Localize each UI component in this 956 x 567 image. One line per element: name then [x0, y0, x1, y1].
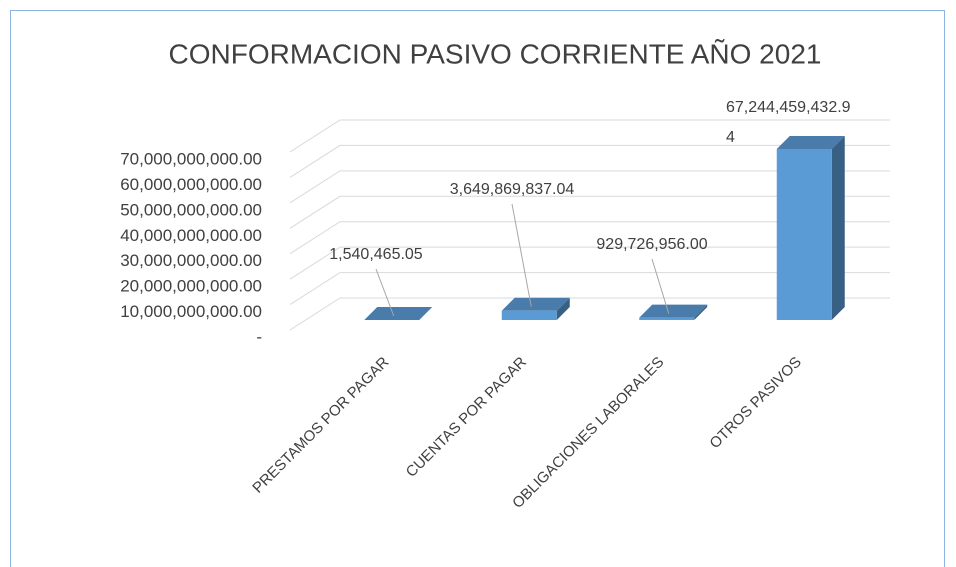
bar: [501, 297, 570, 320]
x-tick-label: OBLIGACIONES LABORALES: [509, 354, 667, 512]
bar-side: [831, 136, 845, 320]
grid-line: [289, 170, 890, 204]
chart-border: [10, 10, 945, 567]
grid-line: [289, 221, 890, 255]
grid-line: [289, 119, 890, 153]
bar-top: [639, 304, 708, 318]
data-label: 67,244,459,432.94: [726, 99, 851, 146]
bar-side: [694, 304, 708, 320]
x-tick-label: PRESTAMOS POR PAGAR: [249, 353, 392, 496]
leader-line: [375, 268, 395, 317]
x-tick-label: CUENTAS POR PAGAR: [403, 354, 530, 481]
data-label: 929,726,956.00: [596, 236, 708, 253]
data-label: 1,540,465.05: [329, 246, 423, 263]
y-tick-label: 20,000,000,000.00: [120, 277, 262, 296]
y-tick-label: 70,000,000,000.00: [120, 149, 262, 168]
data-label: 3,649,869,837.04: [449, 181, 575, 198]
y-tick-label: -: [256, 327, 262, 346]
y-tick-label: 10,000,000,000.00: [120, 302, 262, 321]
grid-line: [289, 246, 890, 280]
bar-front: [501, 310, 557, 320]
bar-front: [639, 317, 695, 320]
chart-title: CONFORMACION PASIVO CORRIENTE AÑO 2021: [169, 38, 822, 69]
bar-top: [501, 297, 570, 311]
bar-top: [364, 306, 433, 320]
bar: [776, 136, 845, 320]
x-tick-label: OTROS PASIVOS: [706, 354, 804, 452]
bar: [639, 304, 708, 320]
leader-line: [651, 258, 670, 314]
bar: [364, 306, 433, 320]
grid-line: [289, 195, 890, 229]
bar-side: [556, 297, 570, 320]
leader-line: [511, 203, 532, 307]
y-tick-label: 50,000,000,000.00: [120, 200, 262, 219]
bar-top: [776, 136, 845, 150]
y-tick-label: 60,000,000,000.00: [120, 175, 262, 194]
grid-line: [289, 144, 890, 178]
y-tick-label: 40,000,000,000.00: [120, 226, 262, 245]
grid-line: [289, 272, 890, 305]
bar-side: [419, 306, 433, 320]
bar-front: [776, 149, 832, 320]
y-tick-label: 30,000,000,000.00: [120, 251, 262, 270]
grid-line: [289, 297, 890, 331]
